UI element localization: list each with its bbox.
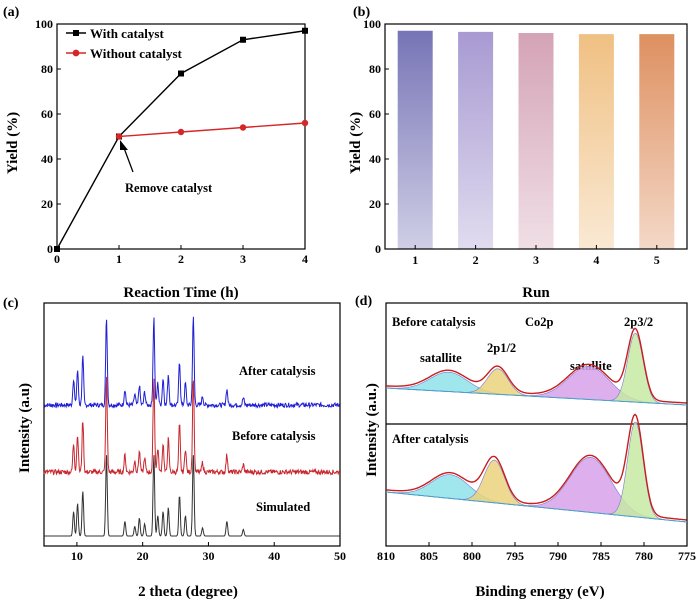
y-tick-label: 60: [41, 107, 53, 121]
panel-c-xrd-chart: Intensity (a.u) 2 theta (degree) After c…: [17, 302, 346, 600]
x-tick-label: 3: [533, 253, 539, 267]
y-tick-label: 20: [41, 197, 53, 211]
x-tick-label: 10: [71, 549, 83, 563]
xrd-pattern-simulated: [44, 455, 340, 537]
xps-label-before: Before catalysis: [392, 315, 476, 329]
xrd-label-simulated: Simulated: [256, 500, 310, 514]
x-tick-label: 1: [116, 252, 122, 266]
panel-c-label: (c): [3, 296, 19, 311]
panel-b-xlabel: Run: [522, 285, 550, 301]
panel-d-xlabel: Binding energy (eV): [475, 584, 604, 600]
panel-d-ylabel: Intensity (a.u.): [364, 383, 380, 477]
x-tick-label: 790: [549, 549, 567, 563]
data-point-with-catalyst: [240, 36, 246, 43]
x-tick-label: 5: [654, 253, 660, 267]
y-tick-label: 80: [41, 62, 53, 76]
xrd-pattern-after: [43, 316, 341, 410]
xps-envelope-line: [385, 327, 687, 404]
x-tick-label: 0: [54, 252, 60, 266]
x-tick-label: 785: [592, 549, 610, 563]
xps-label-2p1-2: 2p1/2: [487, 341, 516, 355]
legend-without-catalyst: Without catalyst: [90, 46, 183, 61]
panel-c-ylabel: Intensity (a.u): [17, 383, 33, 473]
x-tick-label: 30: [202, 549, 214, 563]
plot-frame: [384, 23, 688, 250]
data-point-without-catalyst: [301, 119, 309, 127]
data-point-without-catalyst: [177, 128, 185, 136]
xrd-pattern-before: [43, 376, 341, 477]
x-tick-label: 1: [412, 253, 418, 267]
series-line-without-catalyst: [118, 122, 306, 138]
panel-d-xps-chart: Intensity (a.u.) Binding energy (eV) Bef…: [364, 302, 696, 600]
data-point-with-catalyst: [54, 246, 60, 252]
y-tick-label: 40: [369, 152, 381, 166]
panel-b-ylabel: Yield (%): [348, 112, 364, 174]
x-tick-label: 40: [268, 549, 280, 563]
xps-component-peak: [385, 332, 688, 406]
panel-a-label: (a): [3, 5, 20, 20]
y-tick-label: 0: [375, 242, 381, 256]
series-line-with-catalyst: [56, 30, 306, 250]
x-tick-label: 805: [420, 549, 438, 563]
panel-c-xlabel: 2 theta (degree): [138, 584, 238, 600]
annotation-arrow-shaft: [123, 147, 134, 173]
x-tick-label: 780: [635, 549, 653, 563]
x-tick-label: 4: [593, 253, 599, 267]
plot-frame: [43, 302, 341, 547]
data-point-without-catalyst: [115, 133, 123, 140]
panel-a-line-chart: Yield (%) Reaction Time (h) With catalys…: [5, 17, 309, 301]
x-tick-label: 810: [377, 549, 395, 563]
y-tick-label: 100: [363, 17, 381, 31]
y-tick-label: 0: [47, 242, 53, 256]
xps-background-line: [385, 387, 688, 406]
y-tick-label: 20: [369, 197, 381, 211]
annotation-arrowhead-icon: [120, 140, 128, 150]
legend-marker-square-icon: [73, 30, 79, 36]
x-tick-label: 20: [137, 549, 149, 563]
bar-run-2: [458, 31, 494, 249]
bar-run-5: [639, 34, 675, 249]
y-tick-label: 80: [369, 62, 381, 76]
y-tick-label: 100: [35, 17, 53, 31]
panel-b-label: (b): [353, 5, 370, 20]
x-tick-label: 50: [334, 549, 346, 563]
x-tick-label: 2: [178, 252, 184, 266]
xps-label-satellite-1: satallite: [420, 351, 462, 365]
annotation-remove-catalyst: Remove catalyst: [125, 181, 213, 195]
bar-run-3: [518, 33, 554, 249]
x-tick-label: 2: [473, 253, 479, 267]
xrd-label-after: After catalysis: [239, 364, 316, 378]
panel-d-label: (d): [355, 294, 372, 309]
panel-a-ylabel: Yield (%): [5, 112, 21, 174]
x-tick-label: 795: [506, 549, 524, 563]
legend-with-catalyst: With catalyst: [90, 26, 164, 41]
legend-marker-circle-icon: [72, 49, 80, 57]
x-tick-label: 800: [463, 549, 481, 563]
data-point-with-catalyst: [178, 70, 184, 77]
xrd-label-before: Before catalysis: [232, 429, 316, 443]
panel-b-bar-chart: Yield (%) Run 1 2 3 4 5 0 20 40 60 80 100: [348, 17, 688, 301]
data-point-without-catalyst: [239, 124, 247, 131]
data-point-with-catalyst: [302, 27, 308, 34]
xps-label-2p3-2: 2p3/2: [624, 315, 653, 329]
xps-label-after: After catalysis: [392, 432, 469, 446]
y-tick-label: 60: [369, 107, 381, 121]
panel-a-xlabel: Reaction Time (h): [123, 285, 238, 301]
x-tick-label: 4: [302, 252, 308, 266]
xps-background-line: [385, 491, 688, 523]
xps-envelope-line: [385, 413, 687, 521]
bar-run-4: [578, 34, 614, 249]
xps-title-co2p: Co2p: [525, 315, 554, 329]
bar-run-1: [397, 30, 433, 249]
x-tick-label: 3: [240, 252, 246, 266]
y-tick-label: 40: [41, 152, 53, 166]
x-tick-label: 775: [678, 549, 696, 563]
